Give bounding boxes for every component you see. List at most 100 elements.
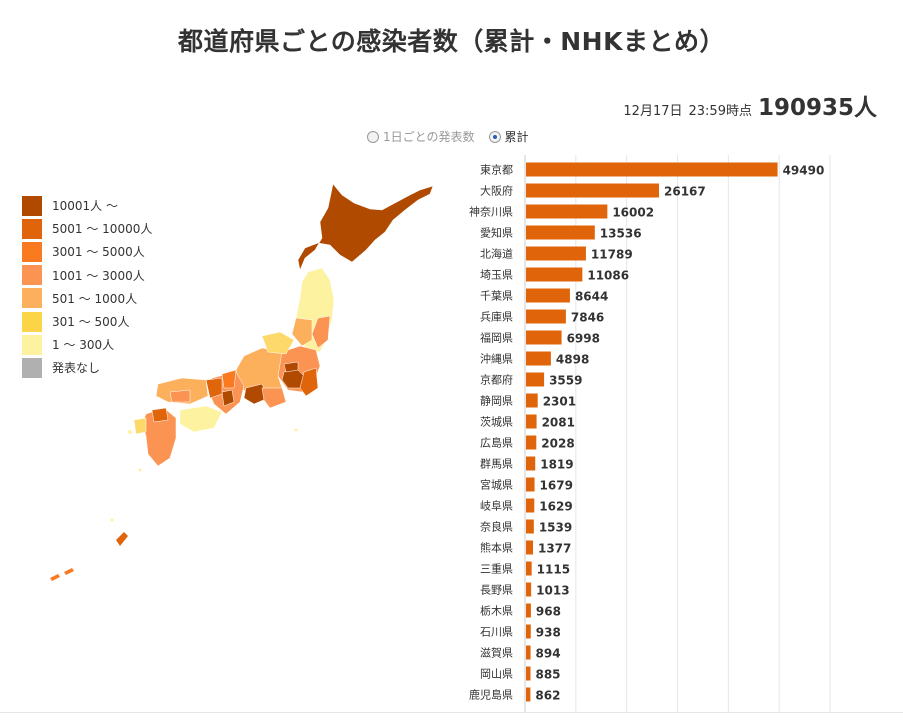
legend-label: 5001 ～ 10000人 [52, 222, 153, 237]
category-label: 北海道 [480, 247, 513, 261]
bar[interactable] [526, 561, 532, 576]
map-region-hiroshima[interactable] [169, 389, 191, 403]
category-label: 大阪府 [480, 184, 513, 198]
bar[interactable] [526, 477, 535, 492]
bar[interactable] [526, 351, 551, 366]
map-region-island[interactable] [138, 468, 142, 472]
legend-swatch [22, 265, 42, 286]
category-label: 静岡県 [480, 394, 513, 408]
bar[interactable] [526, 603, 531, 618]
bar[interactable] [526, 687, 531, 702]
category-label: 鹿児島県 [469, 688, 513, 702]
legend-label: 3001 ～ 5000人 [52, 245, 145, 260]
category-label: 神奈川県 [469, 205, 513, 219]
map-region-saitama[interactable] [283, 361, 299, 373]
map-region-island[interactable] [110, 518, 114, 522]
legend-label: 発表なし [52, 361, 101, 376]
bar[interactable] [526, 540, 533, 555]
bar[interactable] [526, 666, 531, 681]
bar[interactable] [526, 225, 595, 240]
daily-radio[interactable]: 1日ごとの発表数 [367, 128, 475, 145]
category-label: 群馬県 [480, 457, 513, 471]
bar[interactable] [526, 183, 660, 198]
map-region-hyogo[interactable] [205, 377, 223, 399]
cumulative-radio-circle[interactable] [488, 130, 501, 143]
data-label: 894 [536, 647, 561, 661]
page-title: 都道府県ごとの感染者数（累計・NHKまとめ） [178, 27, 725, 56]
category-label: 京都府 [480, 373, 513, 387]
bar[interactable] [526, 456, 536, 471]
daily-radio-label[interactable]: 1日ごとの発表数 [383, 130, 475, 144]
bar[interactable] [526, 309, 566, 324]
category-label: 宮城県 [480, 478, 513, 492]
bar[interactable] [526, 519, 534, 534]
cumulative-radio-label[interactable]: 累計 [504, 130, 529, 144]
map-region-shizuoka[interactable] [261, 387, 287, 409]
data-label: 13536 [600, 227, 642, 241]
japan-map[interactable] [40, 180, 450, 600]
data-label: 6998 [567, 332, 600, 346]
map-region-yamagata[interactable] [291, 317, 313, 347]
cumulative-radio[interactable]: 累計 [488, 128, 529, 145]
data-label: 1539 [539, 521, 572, 535]
map-region-niigata[interactable] [261, 331, 295, 355]
bar[interactable] [526, 498, 535, 513]
map-region-nagasaki[interactable] [133, 417, 147, 435]
data-label: 1819 [540, 458, 573, 472]
map-region-hokkaido[interactable] [297, 183, 434, 271]
category-label: 茨城県 [480, 415, 513, 429]
data-label: 1377 [538, 542, 571, 556]
legend-item: 10001人 ～ [22, 194, 152, 217]
data-label: 7846 [571, 311, 604, 325]
map-region-okinawa-islands[interactable] [50, 568, 74, 581]
data-label: 1679 [540, 479, 573, 493]
data-label: 3559 [549, 374, 582, 388]
legend-swatch [22, 288, 42, 309]
category-label: 広島県 [480, 436, 513, 450]
data-label: 1013 [536, 584, 569, 598]
map-region-chiba[interactable] [299, 367, 319, 397]
bar[interactable] [526, 414, 537, 429]
bar[interactable] [526, 246, 586, 261]
view-toggle: 1日ごとの発表数 累計 [367, 128, 543, 145]
legend-swatch [22, 218, 42, 239]
map-region-fukuoka[interactable] [151, 407, 169, 423]
map-region-island[interactable] [128, 430, 132, 434]
category-label: 千葉県 [480, 289, 513, 303]
bar[interactable] [526, 624, 531, 639]
map-region-okinawa[interactable] [116, 532, 128, 546]
time-label: 23:59時点 [688, 104, 752, 119]
data-label: 11789 [591, 248, 633, 262]
category-label: 三重県 [480, 562, 513, 576]
legend-item: 1 ～ 300人 [22, 333, 152, 356]
daily-radio-circle[interactable] [367, 130, 379, 143]
bar[interactable] [526, 204, 608, 219]
map-region-osaka[interactable] [221, 389, 235, 407]
legend-label: 501 ～ 1000人 [52, 291, 138, 306]
map-region-miyagi[interactable] [311, 315, 331, 349]
data-label: 1115 [537, 563, 570, 577]
legend-label: 301 ～ 500人 [52, 315, 130, 330]
bar[interactable] [526, 372, 545, 387]
map-region-shikoku[interactable] [179, 405, 223, 433]
bar[interactable] [526, 288, 570, 303]
map-region-kyoto[interactable] [221, 369, 237, 389]
bar[interactable] [526, 645, 531, 660]
legend-swatch [22, 334, 42, 355]
category-label: 兵庫県 [480, 310, 513, 324]
bar[interactable] [526, 162, 778, 177]
bar[interactable] [526, 435, 537, 450]
footer-divider [0, 712, 903, 713]
data-label: 2081 [542, 416, 575, 430]
category-label: 奈良県 [480, 520, 513, 534]
map-region-island[interactable] [294, 428, 298, 432]
bar[interactable] [526, 330, 562, 345]
data-label: 1629 [539, 500, 572, 514]
bar[interactable] [526, 267, 583, 282]
map-legend: 10001人 ～ 5001 ～ 10000人 3001 ～ 5000人 1001… [22, 194, 152, 380]
data-label: 4898 [556, 353, 589, 367]
category-label: 沖縄県 [480, 352, 513, 366]
bar[interactable] [526, 582, 532, 597]
bar[interactable] [526, 393, 538, 408]
legend-label: 1001 ～ 3000人 [52, 268, 145, 283]
